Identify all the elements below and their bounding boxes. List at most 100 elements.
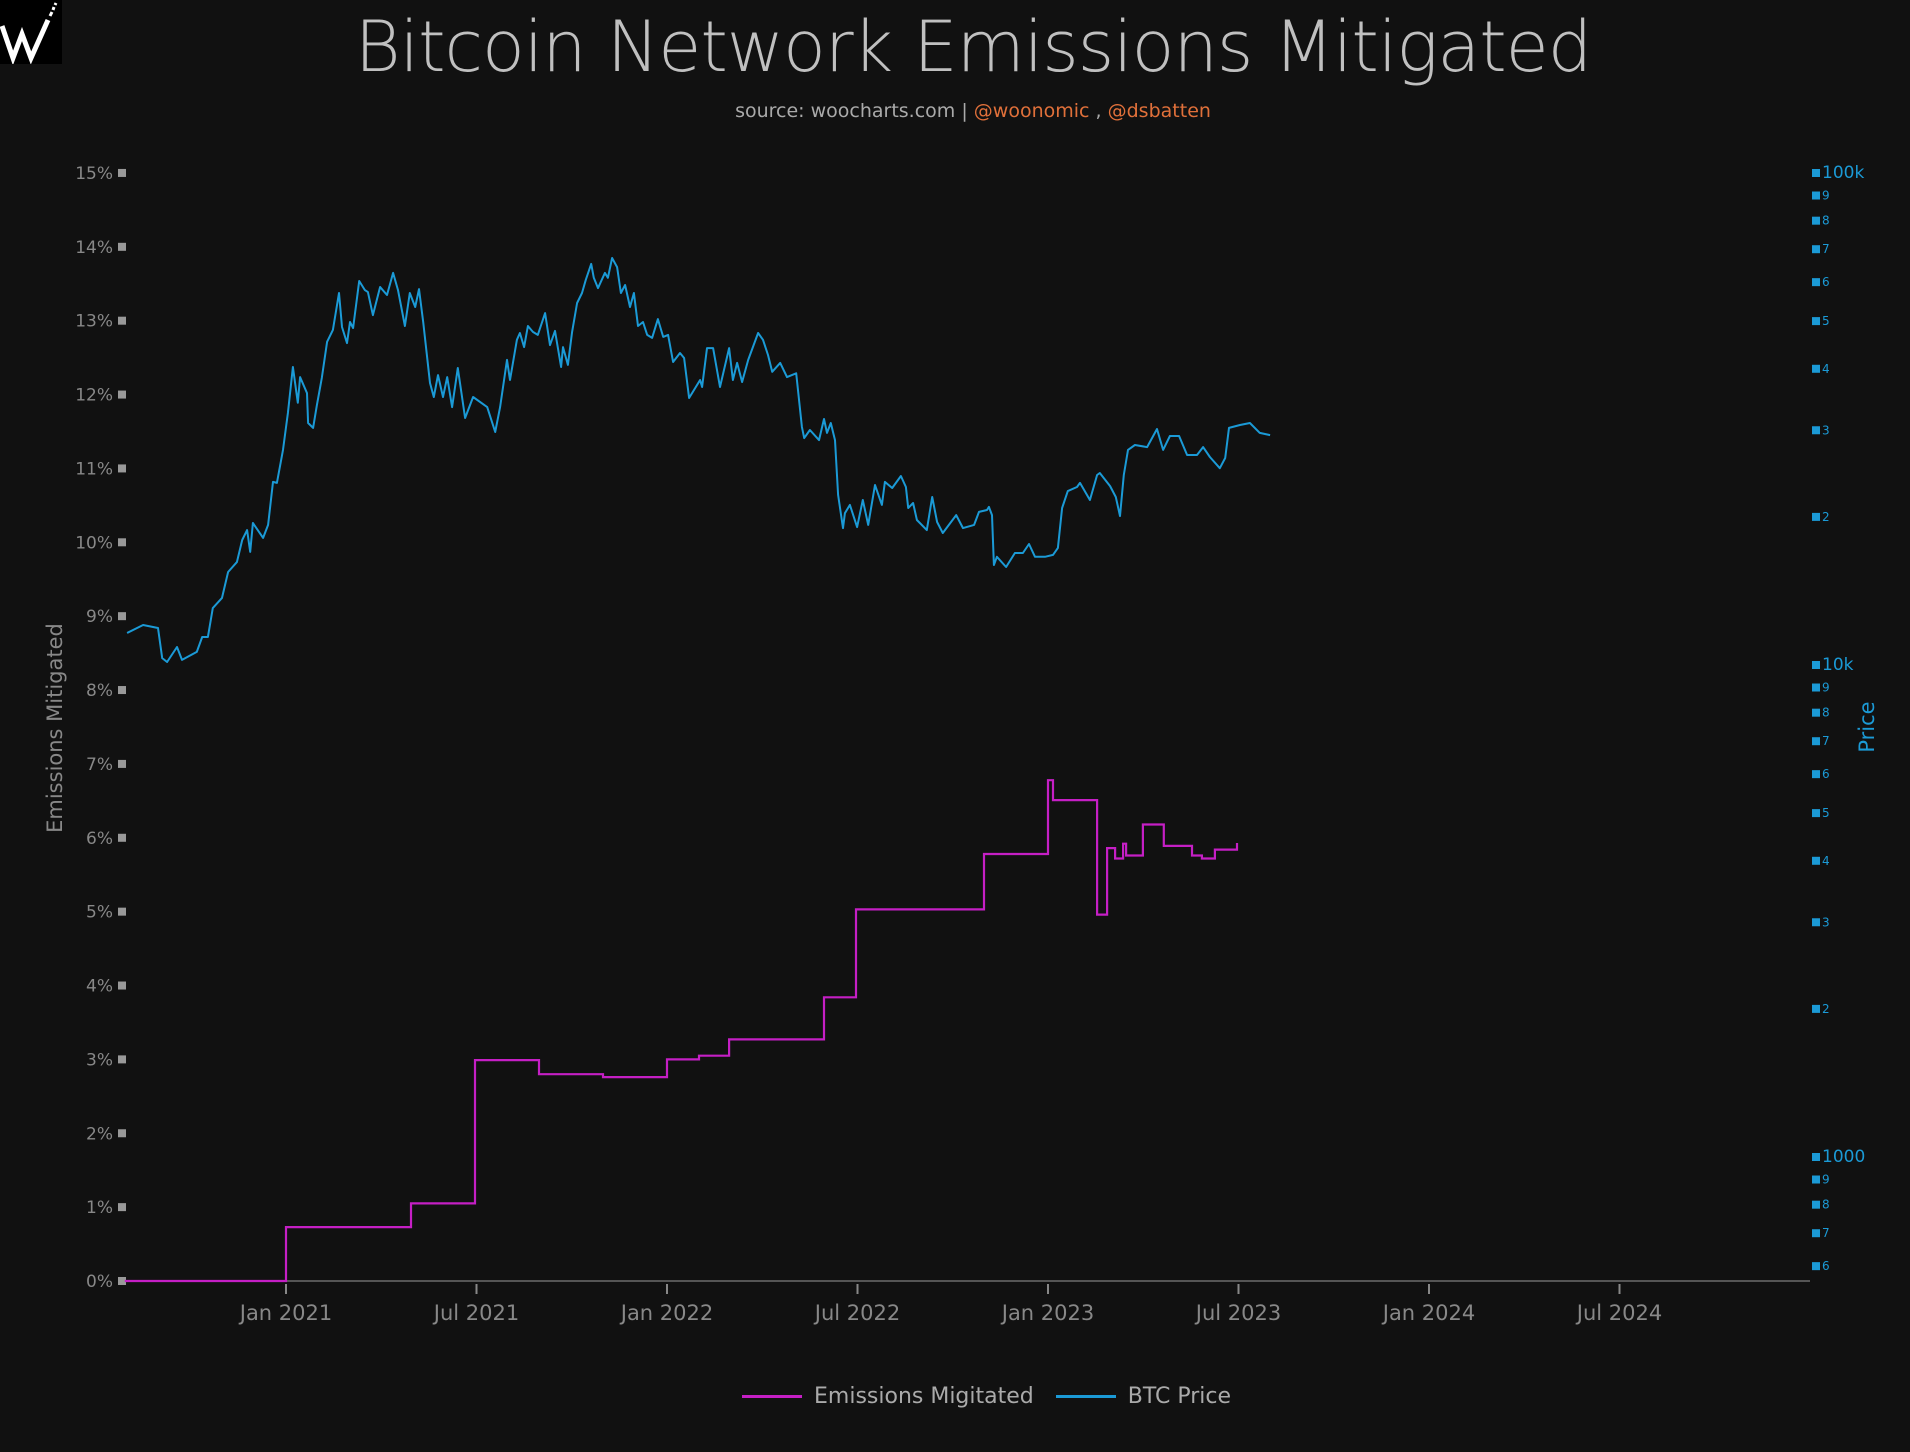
x-tick-label: Jul 2021 bbox=[432, 1301, 519, 1325]
right-tick-mark bbox=[1812, 426, 1820, 435]
right-tick-label: 2 bbox=[1822, 1002, 1830, 1016]
left-tick-label: 5% bbox=[86, 903, 113, 923]
left-tick-label: 8% bbox=[86, 681, 113, 701]
right-tick-label: 2 bbox=[1822, 510, 1830, 524]
right-tick-mark bbox=[1812, 1153, 1820, 1161]
left-tick-label: 4% bbox=[86, 977, 113, 997]
left-tick-mark bbox=[118, 981, 126, 990]
right-tick-mark bbox=[1812, 1262, 1820, 1271]
right-tick-label: 8 bbox=[1822, 1198, 1830, 1212]
right-tick-label: 4 bbox=[1822, 854, 1830, 868]
right-tick-label: 100k bbox=[1822, 163, 1864, 183]
left-tick-label: 15% bbox=[75, 164, 113, 184]
subtitle-separator: | bbox=[955, 100, 974, 122]
right-tick-label: 9 bbox=[1822, 1173, 1830, 1187]
right-tick-mark bbox=[1812, 1229, 1820, 1238]
emissions-line[interactable] bbox=[124, 779, 1239, 1283]
left-tick-label: 3% bbox=[86, 1050, 113, 1070]
left-tick-mark bbox=[118, 168, 126, 177]
legend-item-emissions[interactable]: Emissions Migitated bbox=[742, 1384, 1034, 1409]
right-tick-mark bbox=[1812, 169, 1820, 177]
left-tick-mark bbox=[118, 612, 126, 621]
author-link-woonomic[interactable]: @woonomic bbox=[973, 100, 1090, 122]
right-tick-mark bbox=[1812, 737, 1820, 746]
btc-price-line[interactable] bbox=[126, 257, 1271, 663]
right-tick-mark bbox=[1812, 364, 1820, 373]
left-tick-label: 13% bbox=[75, 312, 113, 332]
author-link-dsbatten[interactable]: @dsbatten bbox=[1107, 100, 1211, 122]
left-tick-mark bbox=[118, 1203, 126, 1212]
left-tick-label: 6% bbox=[86, 829, 113, 849]
right-tick-label: 10k bbox=[1822, 655, 1854, 675]
right-tick-mark bbox=[1812, 245, 1820, 254]
right-tick-label: 6 bbox=[1822, 275, 1830, 289]
legend-item-btc[interactable]: BTC Price bbox=[1055, 1384, 1232, 1409]
source-text: source: woocharts.com bbox=[735, 100, 956, 122]
left-tick-label: 0% bbox=[86, 1272, 113, 1292]
left-y-axis: 0% 1% 2% 3% 4% 5% 6% 7% 8% 9% 10% 11% 12% 13% 14% 15% bbox=[75, 164, 126, 1292]
left-tick-mark bbox=[118, 1055, 126, 1064]
legend-label: Emissions Migitated bbox=[814, 1384, 1034, 1409]
x-axis: Jan 2021 Jul 2021 Jan 2022 Jul 2022 Jan 2023… bbox=[238, 1284, 1662, 1325]
left-tick-mark bbox=[118, 1129, 126, 1138]
right-tick-label: 4 bbox=[1822, 362, 1830, 376]
right-tick-mark bbox=[1812, 216, 1820, 225]
left-tick-mark bbox=[118, 242, 126, 251]
left-tick-label: 9% bbox=[86, 607, 113, 627]
right-tick-mark bbox=[1812, 1175, 1820, 1184]
right-tick-label: 9 bbox=[1822, 189, 1830, 203]
right-tick-mark bbox=[1812, 856, 1820, 865]
emissions-swatch-icon bbox=[742, 1395, 802, 1398]
left-tick-label: 7% bbox=[86, 755, 113, 775]
right-tick-mark bbox=[1812, 1004, 1820, 1013]
left-tick-label: 14% bbox=[75, 238, 113, 258]
right-y-axis: 100k 9 8 7 6 5 4 3 2 10k 9 8 7 6 5 4 3 2 1000 9 8 7 6 bbox=[1812, 163, 1865, 1273]
left-tick-mark bbox=[118, 316, 126, 325]
left-tick-mark bbox=[118, 686, 126, 695]
right-tick-mark bbox=[1812, 1200, 1820, 1209]
left-tick-mark bbox=[118, 464, 126, 473]
left-tick-label: 12% bbox=[75, 386, 113, 406]
left-tick-mark bbox=[118, 390, 126, 399]
right-tick-mark bbox=[1812, 191, 1820, 200]
left-tick-mark bbox=[118, 833, 126, 842]
woocharts-logo bbox=[0, 0, 62, 66]
right-tick-label: 7 bbox=[1822, 734, 1830, 748]
left-tick-mark bbox=[118, 759, 126, 768]
right-axis-title: Price bbox=[1855, 701, 1879, 752]
right-tick-mark bbox=[1812, 770, 1820, 779]
right-tick-label: 1000 bbox=[1822, 1147, 1865, 1167]
right-tick-mark bbox=[1812, 317, 1820, 326]
right-tick-mark bbox=[1812, 512, 1820, 521]
x-tick-label: Jan 2023 bbox=[1000, 1301, 1095, 1325]
legend: Emissions Migitated BTC Price bbox=[742, 1384, 1253, 1409]
legend-label: BTC Price bbox=[1127, 1384, 1232, 1409]
left-axis-title: Emissions Mitigated bbox=[43, 623, 67, 833]
right-tick-label: 9 bbox=[1822, 681, 1830, 695]
left-tick-label: 2% bbox=[86, 1124, 113, 1144]
left-tick-label: 10% bbox=[75, 533, 113, 553]
btc-swatch-icon bbox=[1055, 1395, 1116, 1398]
x-tick-label: Jan 2022 bbox=[619, 1301, 714, 1325]
right-tick-label: 8 bbox=[1822, 214, 1830, 228]
right-tick-label: 6 bbox=[1822, 767, 1830, 781]
right-tick-label: 7 bbox=[1822, 1226, 1830, 1240]
chart-title: Bitcoin Network Emissions Mitigated bbox=[354, 6, 1592, 88]
right-tick-mark bbox=[1812, 661, 1820, 669]
right-tick-label: 3 bbox=[1822, 915, 1830, 929]
x-tick-label: Jan 2024 bbox=[1381, 1301, 1476, 1325]
left-tick-label: 11% bbox=[75, 459, 113, 479]
subtitle-comma: , bbox=[1089, 100, 1108, 122]
left-tick-mark bbox=[118, 907, 126, 916]
right-tick-label: 6 bbox=[1822, 1259, 1830, 1273]
right-tick-label: 5 bbox=[1822, 806, 1830, 820]
right-tick-label: 5 bbox=[1822, 314, 1830, 328]
chart-subtitle: source: woocharts.com | @woonomic , @dsb… bbox=[0, 100, 1910, 122]
right-tick-label: 8 bbox=[1822, 706, 1830, 720]
x-tick-label: Jul 2023 bbox=[1194, 1301, 1281, 1325]
x-tick-label: Jan 2021 bbox=[238, 1301, 333, 1325]
x-tick-label: Jul 2022 bbox=[813, 1301, 900, 1325]
right-tick-mark bbox=[1812, 918, 1820, 927]
right-tick-label: 3 bbox=[1822, 423, 1830, 437]
